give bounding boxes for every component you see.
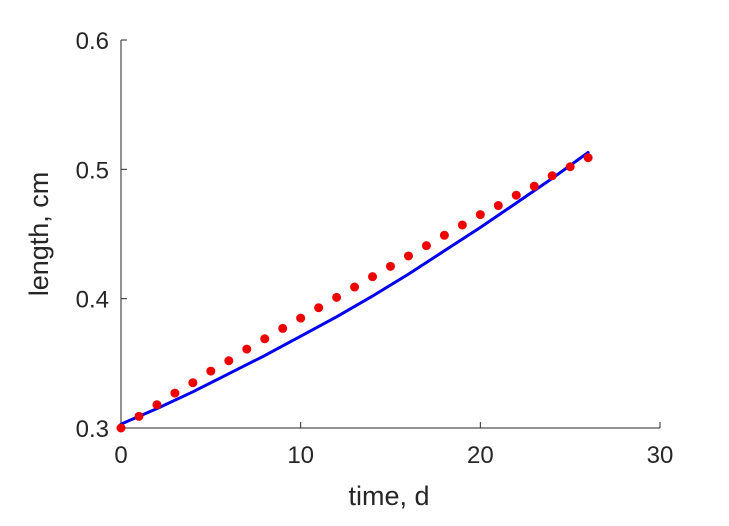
series-layer: [116, 151, 593, 433]
data-point: [439, 230, 449, 240]
series-line: [119, 151, 590, 426]
y-tick-label: 0.4: [76, 287, 109, 314]
x-tick-label: 0: [114, 442, 127, 469]
data-point: [134, 411, 144, 421]
data-point: [565, 162, 575, 172]
data-point: [386, 261, 395, 271]
x-tick-label: 20: [467, 442, 494, 469]
data-point: [421, 241, 431, 251]
data-point: [403, 251, 413, 261]
x-tick-label: 10: [287, 442, 314, 469]
data-point: [242, 344, 252, 354]
data-point: [332, 292, 342, 302]
data-point: [475, 210, 485, 220]
data-point: [296, 313, 306, 323]
y-tick-label: 0.5: [76, 157, 109, 184]
data-point: [206, 366, 216, 376]
data-point: [493, 201, 503, 211]
data-point: [188, 378, 198, 388]
y-tick-label: 0.6: [76, 28, 109, 55]
data-point: [547, 171, 557, 181]
data-point: [529, 181, 539, 191]
data-point: [511, 190, 521, 200]
x-axis-label: time, d: [348, 481, 429, 511]
y-axis-label: length, cm: [24, 172, 54, 297]
axes: 0 10 20 30 0.3 0.4 0.5 0.6: [76, 28, 674, 469]
data-point: [260, 334, 270, 344]
data-point: [583, 153, 593, 163]
data-point: [368, 272, 378, 282]
y-tick-label: 0.3: [76, 416, 109, 443]
data-point: [170, 388, 180, 398]
data-point: [314, 303, 324, 313]
data-point: [116, 423, 126, 433]
data-point: [224, 356, 234, 366]
data-point: [278, 323, 288, 333]
x-tick-label: 30: [647, 442, 674, 469]
data-point: [152, 400, 162, 410]
data-point: [457, 220, 467, 230]
data-point: [350, 282, 360, 292]
